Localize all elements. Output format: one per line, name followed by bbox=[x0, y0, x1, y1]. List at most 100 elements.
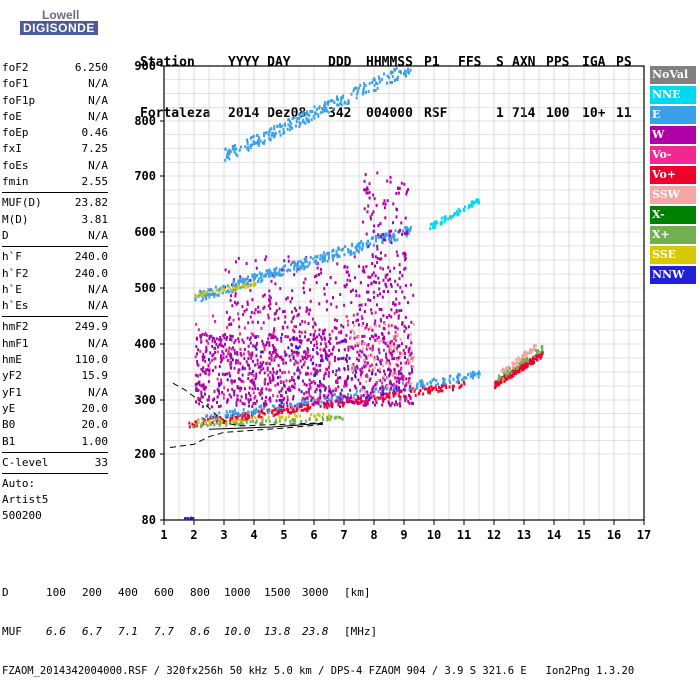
echo-region-third-hop-e bbox=[224, 67, 412, 162]
echo-dot bbox=[202, 369, 204, 373]
echo-dot bbox=[526, 356, 529, 360]
echo-dot bbox=[321, 416, 324, 420]
echo-dot bbox=[318, 398, 321, 402]
echo-dot bbox=[285, 379, 288, 383]
echo-dot bbox=[226, 399, 229, 403]
param-row: yE 20.0 bbox=[2, 401, 108, 417]
echo-dot bbox=[330, 396, 333, 400]
echo-dot bbox=[426, 382, 429, 386]
echo-dot bbox=[224, 373, 226, 377]
echo-dot bbox=[284, 264, 287, 268]
echo-dot bbox=[269, 296, 272, 300]
echo-dot bbox=[352, 89, 355, 93]
echo-dot bbox=[516, 360, 519, 364]
echo-dot bbox=[371, 212, 374, 216]
echo-dot bbox=[249, 315, 252, 319]
echo-dot bbox=[368, 196, 371, 200]
echo-dot bbox=[304, 121, 307, 125]
echo-dot bbox=[280, 389, 283, 393]
echo-dot bbox=[263, 134, 266, 138]
echo-dot bbox=[405, 345, 408, 349]
echo-dot bbox=[318, 414, 321, 418]
echo-dot bbox=[375, 324, 377, 328]
echo-dot bbox=[206, 403, 209, 407]
echo-dot bbox=[227, 317, 230, 321]
echo-dot bbox=[196, 389, 199, 393]
echo-dot bbox=[233, 379, 236, 383]
echo-dot bbox=[382, 399, 385, 403]
echo-dot bbox=[235, 260, 237, 264]
echo-dot bbox=[284, 315, 287, 319]
echo-dot bbox=[392, 334, 395, 338]
echo-dot bbox=[253, 311, 256, 315]
echo-dot bbox=[228, 316, 231, 319]
echo-dot bbox=[389, 342, 392, 346]
echo-dot bbox=[216, 395, 219, 399]
echo-dot bbox=[302, 350, 305, 354]
echo-dot bbox=[278, 417, 281, 421]
echo-dot bbox=[319, 267, 322, 271]
muf-value: [MHz] bbox=[344, 625, 378, 638]
echo-dot bbox=[289, 419, 292, 423]
echo-dot bbox=[250, 135, 253, 139]
echo-dot bbox=[363, 390, 366, 394]
echo-dot bbox=[396, 403, 399, 406]
echo-dot bbox=[368, 394, 371, 398]
echo-dot bbox=[384, 274, 387, 278]
echo-dot bbox=[338, 396, 341, 400]
echo-dot bbox=[252, 419, 255, 423]
echo-dot bbox=[305, 390, 308, 394]
echo-dot bbox=[297, 312, 300, 316]
echo-dot bbox=[231, 387, 234, 391]
echo-dot bbox=[383, 369, 385, 373]
echo-dot bbox=[368, 81, 371, 85]
echo-dot bbox=[207, 373, 210, 377]
echo-dot bbox=[205, 339, 208, 343]
echo-dot bbox=[359, 368, 362, 372]
echo-dot bbox=[455, 380, 458, 384]
echo-dot bbox=[239, 362, 242, 365]
echo-dot bbox=[237, 317, 240, 321]
echo-dot bbox=[328, 385, 330, 389]
echo-dot bbox=[267, 373, 270, 377]
echo-dot bbox=[323, 259, 326, 263]
echo-dot bbox=[321, 359, 324, 363]
echo-dot bbox=[387, 376, 389, 380]
echo-dot bbox=[507, 370, 510, 374]
echo-dot bbox=[353, 276, 356, 280]
echo-dot bbox=[386, 273, 389, 277]
echo-dot bbox=[374, 338, 377, 342]
echo-dot bbox=[380, 319, 383, 323]
echo-dot bbox=[524, 351, 527, 355]
echo-dot bbox=[397, 191, 400, 195]
echo-dot bbox=[392, 221, 394, 225]
echo-dot bbox=[278, 273, 280, 277]
echo-dot bbox=[391, 374, 394, 378]
echo-dot bbox=[442, 381, 444, 385]
echo-dot bbox=[321, 259, 324, 263]
echo-dot bbox=[408, 70, 411, 74]
echo-dot bbox=[336, 103, 339, 107]
echo-dot bbox=[218, 372, 220, 376]
echo-dot bbox=[324, 394, 327, 398]
echo-dot bbox=[252, 134, 255, 138]
echo-dot bbox=[371, 363, 374, 367]
echo-dot bbox=[254, 421, 257, 425]
echo-dot bbox=[386, 315, 389, 319]
echo-dot bbox=[360, 324, 363, 327]
echo-dot bbox=[281, 268, 283, 272]
echo-dot bbox=[372, 229, 375, 233]
echo-dot bbox=[304, 320, 306, 324]
param-label: hmF2 bbox=[2, 320, 29, 334]
echo-dot bbox=[357, 323, 360, 327]
echo-dot bbox=[282, 310, 284, 314]
echo-dot bbox=[323, 402, 325, 406]
echo-dot bbox=[289, 405, 292, 409]
echo-dot bbox=[381, 295, 384, 299]
echo-dot bbox=[375, 363, 378, 366]
echo-dot bbox=[537, 349, 540, 353]
echo-dot bbox=[376, 256, 379, 260]
echo-dot bbox=[270, 133, 273, 137]
echo-dot bbox=[314, 337, 317, 340]
echo-dot bbox=[383, 335, 386, 339]
